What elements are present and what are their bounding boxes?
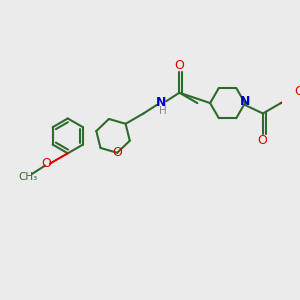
Text: N: N xyxy=(156,96,167,109)
Text: N: N xyxy=(240,95,250,108)
Text: O: O xyxy=(175,59,184,72)
Text: O: O xyxy=(257,134,267,147)
Text: O: O xyxy=(294,85,300,98)
Text: H: H xyxy=(160,106,167,116)
Text: CH₃: CH₃ xyxy=(19,172,38,182)
Text: O: O xyxy=(41,157,51,170)
Text: O: O xyxy=(112,146,122,159)
